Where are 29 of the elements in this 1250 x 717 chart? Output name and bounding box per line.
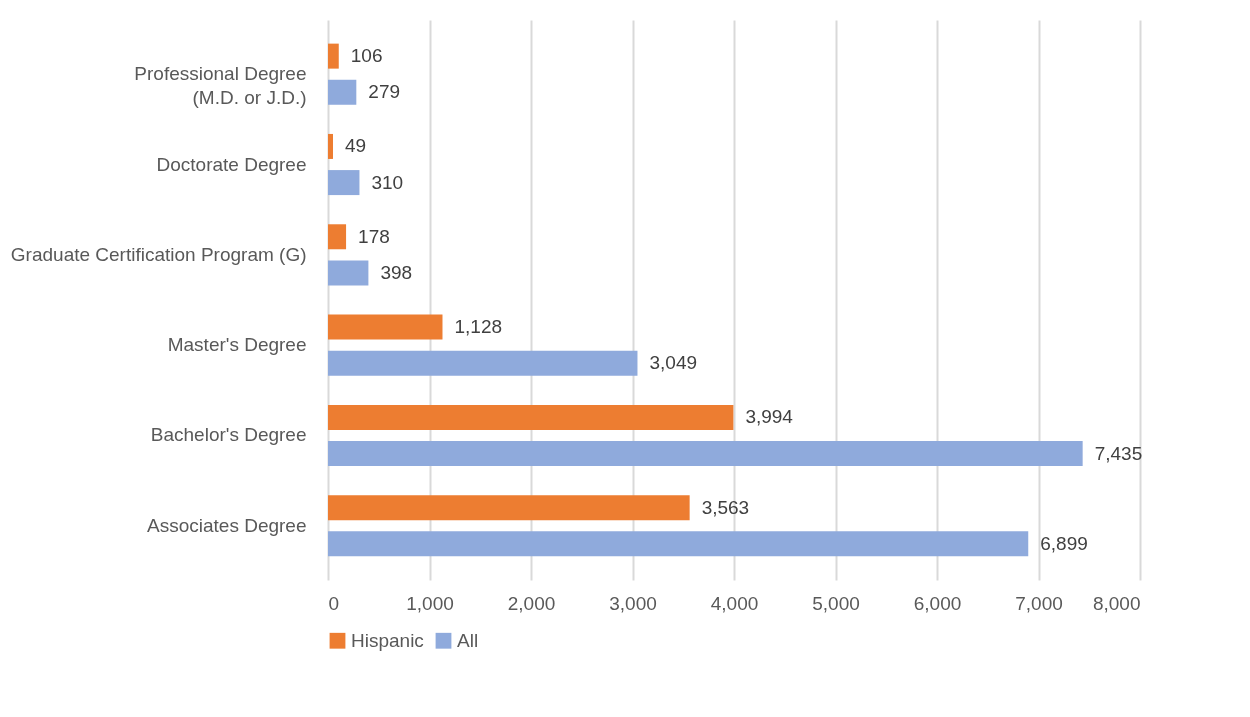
x-tick-label: 0 — [328, 592, 340, 614]
y-tick-label: Graduate Certification Program (G) — [10, 243, 307, 265]
data-label: 398 — [380, 261, 413, 283]
y-tick-label: Master's Degree — [167, 334, 307, 356]
data-label: 3,563 — [701, 496, 750, 518]
data-label: 310 — [371, 171, 404, 193]
y-tick-label: Associates Degree — [147, 514, 307, 536]
x-tick-label: 6,000 — [913, 592, 962, 614]
data-label: 7,435 — [1094, 442, 1143, 464]
legend-label: All — [457, 629, 479, 651]
data-label: 178 — [358, 225, 390, 247]
x-tick-label: 2,000 — [507, 592, 556, 614]
data-label: 279 — [368, 81, 401, 103]
x-tick-label: 1,000 — [406, 592, 454, 614]
y-tick-label: Bachelor's Degree — [150, 424, 307, 446]
data-label: 106 — [350, 45, 383, 67]
x-tick-label: 8,000 — [1092, 592, 1141, 614]
x-tick-label: 4,000 — [710, 592, 759, 614]
y-tick-label: Professional Degree (M.D. or J.D.) — [134, 63, 307, 109]
data-label: 3,994 — [745, 406, 794, 428]
legend-label: Hispanic — [351, 629, 424, 651]
x-tick-label: 3,000 — [609, 592, 657, 614]
data-label: 1,128 — [454, 316, 503, 338]
data-label: 3,049 — [649, 352, 698, 374]
data-label: 6,899 — [1040, 532, 1088, 554]
x-tick-label: 5,000 — [812, 592, 860, 614]
y-tick-label: Doctorate Degree — [156, 153, 307, 175]
x-tick-label: 7,000 — [1015, 592, 1063, 614]
data-label: 49 — [344, 135, 367, 157]
